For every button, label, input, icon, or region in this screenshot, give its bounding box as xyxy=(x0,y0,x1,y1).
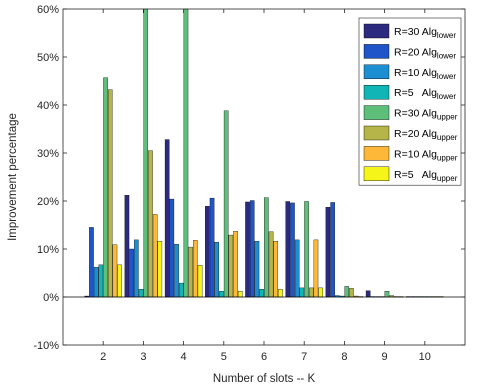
x-tick-label: 10 xyxy=(419,351,431,363)
bar-4-5 xyxy=(219,291,224,298)
bar-1-3 xyxy=(124,195,130,298)
bar-1-7 xyxy=(285,201,291,298)
bar-8-5 xyxy=(237,291,243,298)
bar-7-2 xyxy=(112,244,118,298)
bar-1-6 xyxy=(245,201,250,298)
legend-swatch xyxy=(363,44,390,59)
y-tick-label: -10% xyxy=(33,340,59,352)
bar-2-8 xyxy=(330,202,335,298)
x-tick-label: 2 xyxy=(100,351,106,363)
bar-5-7 xyxy=(304,201,309,298)
legend-swatch xyxy=(363,105,390,120)
y-tick-label: 50% xyxy=(37,52,59,64)
bar-2-4 xyxy=(169,198,175,298)
legend-entry-3: R=10 Alglower xyxy=(394,67,456,81)
bar-7-6 xyxy=(273,241,279,298)
bar-5-6 xyxy=(264,197,269,298)
bar-6-3 xyxy=(148,150,153,298)
bar-1-5 xyxy=(205,206,210,298)
bar-6-2 xyxy=(107,89,113,298)
y-axis: -10% 0% 10% 20% 30% 40% 50% 60% xyxy=(33,4,465,352)
bar-2-2 xyxy=(89,227,94,298)
y-axis-label: Improvement percentage xyxy=(7,113,19,241)
bar-5-9 xyxy=(384,291,390,298)
bar-5-4 xyxy=(183,8,189,298)
legend-entry-2: R=20 Alglower xyxy=(394,46,456,60)
bar-8-4 xyxy=(197,265,203,298)
legend-entry-1: R=30 Alglower xyxy=(394,26,456,40)
bar-8-7 xyxy=(318,287,323,298)
bar-2-3 xyxy=(129,248,134,298)
bar-2-5 xyxy=(209,197,215,298)
x-tick-label: 9 xyxy=(382,351,388,363)
bar-3-2 xyxy=(93,267,99,298)
bar-4-2 xyxy=(98,264,104,298)
bar-6-5 xyxy=(228,234,234,298)
bar-6-7 xyxy=(308,287,314,298)
bar-3-3 xyxy=(134,239,139,298)
x-tick-label: 3 xyxy=(140,351,146,363)
legend-swatch xyxy=(363,125,390,141)
legend-entry-5: R=30 Algupper xyxy=(394,108,458,122)
bar-4-3 xyxy=(138,289,144,298)
bar-1-8 xyxy=(325,207,331,298)
bar-3-6 xyxy=(254,241,260,298)
y-tick-label: 10% xyxy=(37,244,59,256)
bar-3-4 xyxy=(174,244,179,298)
y-tick-label: 60% xyxy=(37,4,59,16)
bar-5-8 xyxy=(344,286,350,298)
legend-entry-7: R=10 Algupper xyxy=(394,148,458,162)
bar-7-4 xyxy=(193,240,198,298)
bar-8-2 xyxy=(117,264,122,298)
bar-4-6 xyxy=(259,289,264,298)
legend-entry-6: R=20 Algupper xyxy=(394,128,458,142)
y-tick-label: 40% xyxy=(37,100,59,112)
bar-2-6 xyxy=(249,200,255,298)
x-tick-label: 4 xyxy=(181,351,187,363)
x-axis-label: Number of slots -- K xyxy=(213,373,316,385)
legend-swatch xyxy=(363,64,390,80)
y-tick-label: 30% xyxy=(37,148,59,160)
legend-swatch xyxy=(363,84,390,100)
bar-7-5 xyxy=(233,231,238,298)
legend-entry-4: R=5 Alglower xyxy=(394,87,456,101)
x-axis: 2 3 4 5 6 7 8 9 10 xyxy=(100,9,431,363)
legend: R=30 Alglower R=20 Alglower R=10 Alglower R… xyxy=(358,17,462,186)
bar-3-5 xyxy=(214,242,220,298)
legend-swatch xyxy=(363,166,390,182)
bar-2-7 xyxy=(290,202,295,298)
bar-8-3 xyxy=(157,241,163,298)
legend-swatch xyxy=(363,146,390,161)
bar-7-7 xyxy=(313,239,319,298)
bar-4-7 xyxy=(299,287,305,298)
bar-1-9 xyxy=(365,290,371,298)
x-tick-label: 6 xyxy=(261,351,267,363)
bar-3-7 xyxy=(294,239,300,298)
bar-7-3 xyxy=(152,214,158,298)
y-tick-label: 20% xyxy=(37,196,59,208)
bar-5-2 xyxy=(103,77,108,298)
bar-6-6 xyxy=(268,231,274,298)
bar-5-3 xyxy=(143,8,149,298)
bar-4-4 xyxy=(178,282,184,298)
bar-6-4 xyxy=(188,246,193,298)
bar-1-4 xyxy=(164,139,170,298)
bar-5-5 xyxy=(223,110,229,298)
legend-entry-8: R=5 Algupper xyxy=(394,169,458,183)
x-tick-label: 5 xyxy=(221,351,227,363)
x-tick-label: 8 xyxy=(341,351,347,363)
y-tick-label: 0% xyxy=(43,292,59,304)
bar-8-6 xyxy=(278,289,283,298)
bar-6-8 xyxy=(349,288,354,298)
legend-swatch xyxy=(363,23,390,39)
x-tick-label: 7 xyxy=(301,351,307,363)
